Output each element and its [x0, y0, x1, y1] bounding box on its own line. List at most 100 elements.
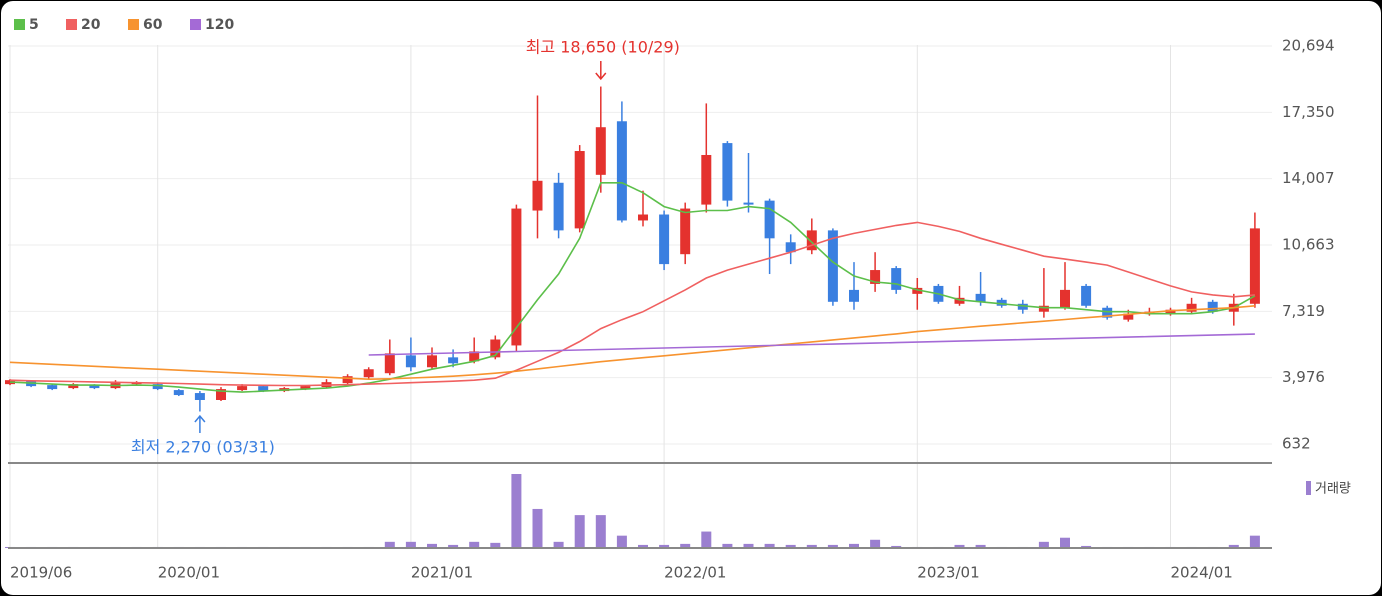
volume-bar: [616, 535, 627, 548]
volume-bar: [1038, 541, 1049, 548]
candle-body: [1165, 309, 1176, 314]
legend-label: 20: [81, 17, 101, 33]
candle-body: [490, 339, 501, 358]
y-tick-label: 7,319: [1282, 302, 1325, 320]
volume-bar: [532, 508, 543, 548]
legend-label: 거래량: [1315, 482, 1351, 497]
y-tick-label: 20,694: [1282, 37, 1335, 55]
candle-body: [595, 127, 606, 175]
candle-body: [680, 208, 691, 255]
high-arrow: [595, 61, 607, 81]
candle-body: [743, 202, 754, 205]
volume-bar: [511, 474, 522, 548]
volume-bar: [722, 543, 733, 548]
candle-body: [912, 287, 923, 294]
candle-body: [300, 386, 311, 390]
candle-body: [722, 143, 733, 201]
volume-bar: [1249, 535, 1260, 548]
candle-body: [532, 180, 543, 211]
volume-bar: [448, 544, 459, 548]
candle-body: [448, 357, 459, 364]
volume-bar: [954, 544, 965, 548]
candle-body: [638, 214, 648, 221]
candle-body: [1038, 305, 1049, 312]
candle-body: [1123, 313, 1134, 320]
volume-bar: [595, 515, 606, 548]
plot: [5, 86, 1260, 548]
candle-body: [870, 270, 881, 284]
candle-body: [996, 299, 1007, 306]
x-tick-label: 2021/01: [411, 564, 473, 582]
candle-body: [806, 230, 817, 251]
ma-line: [9, 182, 1256, 393]
y-tick-label: 17,350: [1282, 103, 1335, 121]
candle-body: [891, 268, 902, 290]
volume-bar: [891, 545, 902, 548]
candle-body: [785, 242, 796, 253]
volume-bar: [785, 544, 796, 548]
candle-body: [954, 297, 965, 304]
volume-bar: [574, 515, 585, 548]
candle-body: [1060, 289, 1070, 308]
candle-body: [701, 154, 712, 205]
legend-swatch: [190, 19, 201, 30]
volume-bar: [827, 544, 838, 548]
y-tick-label: 14,007: [1282, 169, 1335, 187]
volume-bar: [638, 544, 648, 548]
volume-bar: [701, 531, 712, 548]
x-tick-label: 2022/01: [664, 564, 726, 582]
candle-body: [363, 369, 374, 378]
volume-bar: [1060, 537, 1070, 548]
high-annotation: 최고 18,650 (10/29): [526, 38, 680, 57]
volume-bar: [659, 544, 670, 548]
volume-bar: [806, 544, 817, 548]
ma-line: [9, 305, 1255, 381]
volume-bar: [490, 542, 501, 548]
volume-bar: [553, 541, 564, 548]
candle-body: [152, 384, 163, 390]
candle-body: [553, 182, 564, 231]
volume-bar: [384, 541, 395, 548]
candle-body: [511, 208, 522, 346]
volume-bar: [764, 543, 775, 548]
candle-body: [827, 230, 838, 302]
volume-bar: [743, 543, 754, 548]
candle-body: [68, 384, 79, 389]
candle-body: [194, 393, 205, 400]
candle-body: [1017, 303, 1028, 310]
x-tick-label: 2023/01: [917, 564, 979, 582]
x-tick-label: 2024/01: [1171, 564, 1233, 582]
candle-body: [1081, 285, 1092, 306]
legend-swatch: [1306, 481, 1311, 495]
volume-bar: [1081, 545, 1092, 548]
candle-body: [1102, 307, 1113, 318]
candle-body: [258, 386, 269, 392]
low-annotation: 최저 2,270 (03/31): [131, 438, 275, 457]
candle-body: [216, 389, 226, 400]
ma-line: [368, 333, 1255, 356]
candle-body: [405, 355, 416, 368]
candle-body: [342, 376, 353, 384]
volume-bar: [870, 539, 881, 548]
grid: [8, 45, 1272, 548]
candle-body: [764, 200, 775, 239]
x-tick-label: 2019/06: [10, 564, 72, 582]
candle-body: [1186, 303, 1197, 312]
legend-label: 5: [29, 17, 39, 33]
volume-bar: [427, 543, 437, 548]
candle-body: [1249, 228, 1260, 304]
low-arrow: [194, 414, 206, 433]
y-tick-label: 632: [1282, 435, 1311, 453]
candle-body: [469, 351, 480, 362]
candle-body: [427, 355, 437, 368]
candle-body: [237, 386, 248, 391]
candle-body: [1207, 301, 1218, 312]
legend-label: 120: [205, 17, 234, 33]
candle-body: [975, 293, 986, 302]
candle-body: [849, 289, 859, 302]
candle-body: [47, 385, 58, 390]
volume-bar: [849, 543, 859, 548]
candle-body: [173, 390, 184, 396]
volume-bar: [469, 541, 480, 548]
